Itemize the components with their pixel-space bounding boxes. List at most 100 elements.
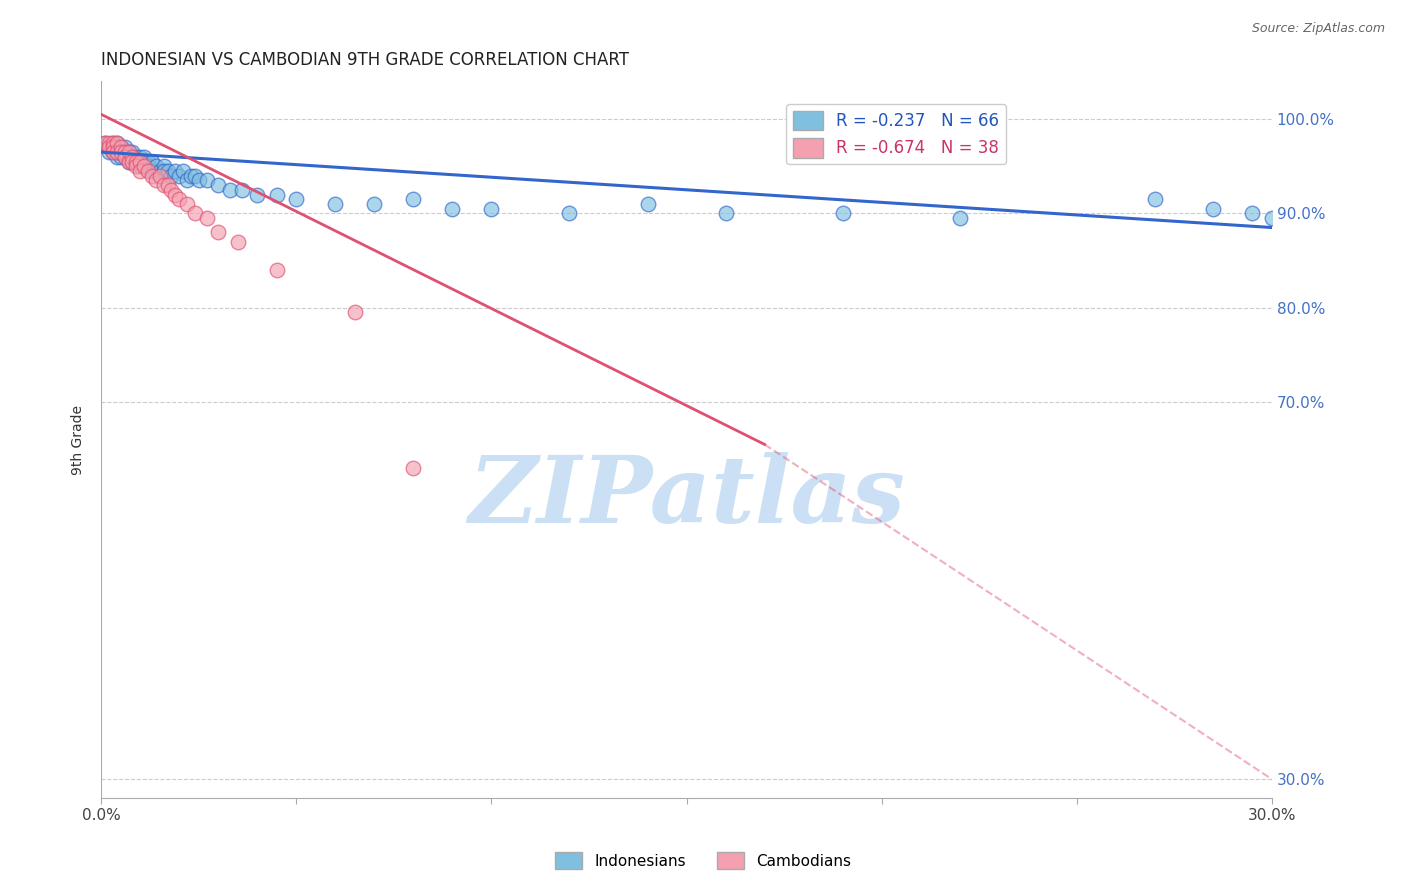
- Point: [165, 187, 187, 202]
- Point: [160, 183, 183, 197]
- Point: [156, 178, 179, 192]
- Point: [637, 197, 659, 211]
- Point: [110, 145, 132, 159]
- Point: [125, 150, 148, 164]
- Point: [176, 197, 198, 211]
- Point: [110, 145, 132, 159]
- Point: [105, 150, 128, 164]
- Point: [114, 145, 136, 159]
- Point: [167, 169, 190, 183]
- Point: [121, 145, 143, 159]
- Point: [152, 159, 174, 173]
- Point: [125, 154, 148, 169]
- Point: [152, 164, 174, 178]
- Point: [105, 136, 128, 150]
- Point: [149, 164, 172, 178]
- Point: [207, 178, 229, 192]
- Point: [98, 136, 121, 150]
- Point: [125, 154, 148, 169]
- Point: [402, 461, 425, 475]
- Legend: R = -0.237   N = 66, R = -0.674   N = 38: R = -0.237 N = 66, R = -0.674 N = 38: [786, 104, 1007, 164]
- Point: [101, 145, 124, 159]
- Point: [136, 154, 159, 169]
- Point: [114, 140, 136, 154]
- Point: [94, 136, 117, 150]
- Point: [195, 211, 218, 225]
- Point: [145, 173, 167, 187]
- Point: [110, 150, 132, 164]
- Point: [558, 206, 581, 220]
- Point: [266, 263, 288, 277]
- Point: [219, 183, 242, 197]
- Point: [105, 136, 128, 150]
- Point: [402, 192, 425, 206]
- Point: [105, 145, 128, 159]
- Text: Source: ZipAtlas.com: Source: ZipAtlas.com: [1251, 22, 1385, 36]
- Point: [343, 305, 366, 319]
- Point: [114, 150, 136, 164]
- Point: [105, 145, 128, 159]
- Point: [156, 164, 179, 178]
- Point: [121, 150, 143, 164]
- Point: [129, 154, 152, 169]
- Point: [98, 140, 121, 154]
- Point: [165, 164, 187, 178]
- Point: [1261, 211, 1284, 225]
- Text: INDONESIAN VS CAMBODIAN 9TH GRADE CORRELATION CHART: INDONESIAN VS CAMBODIAN 9TH GRADE CORREL…: [101, 51, 630, 69]
- Point: [117, 145, 139, 159]
- Point: [129, 159, 152, 173]
- Text: ZIPatlas: ZIPatlas: [468, 452, 905, 542]
- Point: [121, 150, 143, 164]
- Point: [441, 202, 464, 216]
- Point: [184, 169, 207, 183]
- Point: [121, 154, 143, 169]
- Y-axis label: 9th Grade: 9th Grade: [72, 405, 86, 475]
- Point: [285, 192, 308, 206]
- Point: [110, 140, 132, 154]
- Point: [121, 154, 143, 169]
- Point: [246, 187, 269, 202]
- Point: [141, 169, 163, 183]
- Point: [481, 202, 503, 216]
- Point: [145, 159, 167, 173]
- Point: [114, 145, 136, 159]
- Point: [187, 173, 209, 187]
- Point: [141, 164, 163, 178]
- Point: [160, 169, 183, 183]
- Point: [172, 164, 194, 178]
- Point: [1202, 202, 1225, 216]
- Point: [207, 225, 229, 239]
- Point: [101, 136, 124, 150]
- Point: [101, 145, 124, 159]
- Point: [136, 164, 159, 178]
- Point: [101, 140, 124, 154]
- Point: [129, 164, 152, 178]
- Point: [714, 206, 737, 220]
- Point: [226, 235, 249, 249]
- Point: [1241, 206, 1264, 220]
- Point: [167, 192, 190, 206]
- Legend: Indonesians, Cambodians: Indonesians, Cambodians: [548, 846, 858, 875]
- Point: [134, 159, 156, 173]
- Point: [94, 136, 117, 150]
- Point: [125, 159, 148, 173]
- Point: [231, 183, 253, 197]
- Point: [184, 206, 207, 220]
- Point: [831, 206, 853, 220]
- Point: [949, 211, 972, 225]
- Point: [101, 140, 124, 154]
- Point: [117, 150, 139, 164]
- Point: [117, 154, 139, 169]
- Point: [129, 154, 152, 169]
- Point: [149, 169, 172, 183]
- Point: [98, 140, 121, 154]
- Point: [98, 145, 121, 159]
- Point: [266, 187, 288, 202]
- Point: [176, 173, 198, 187]
- Point: [114, 150, 136, 164]
- Point: [134, 154, 156, 169]
- Point: [1143, 192, 1166, 206]
- Point: [141, 154, 163, 169]
- Point: [134, 150, 156, 164]
- Point: [110, 140, 132, 154]
